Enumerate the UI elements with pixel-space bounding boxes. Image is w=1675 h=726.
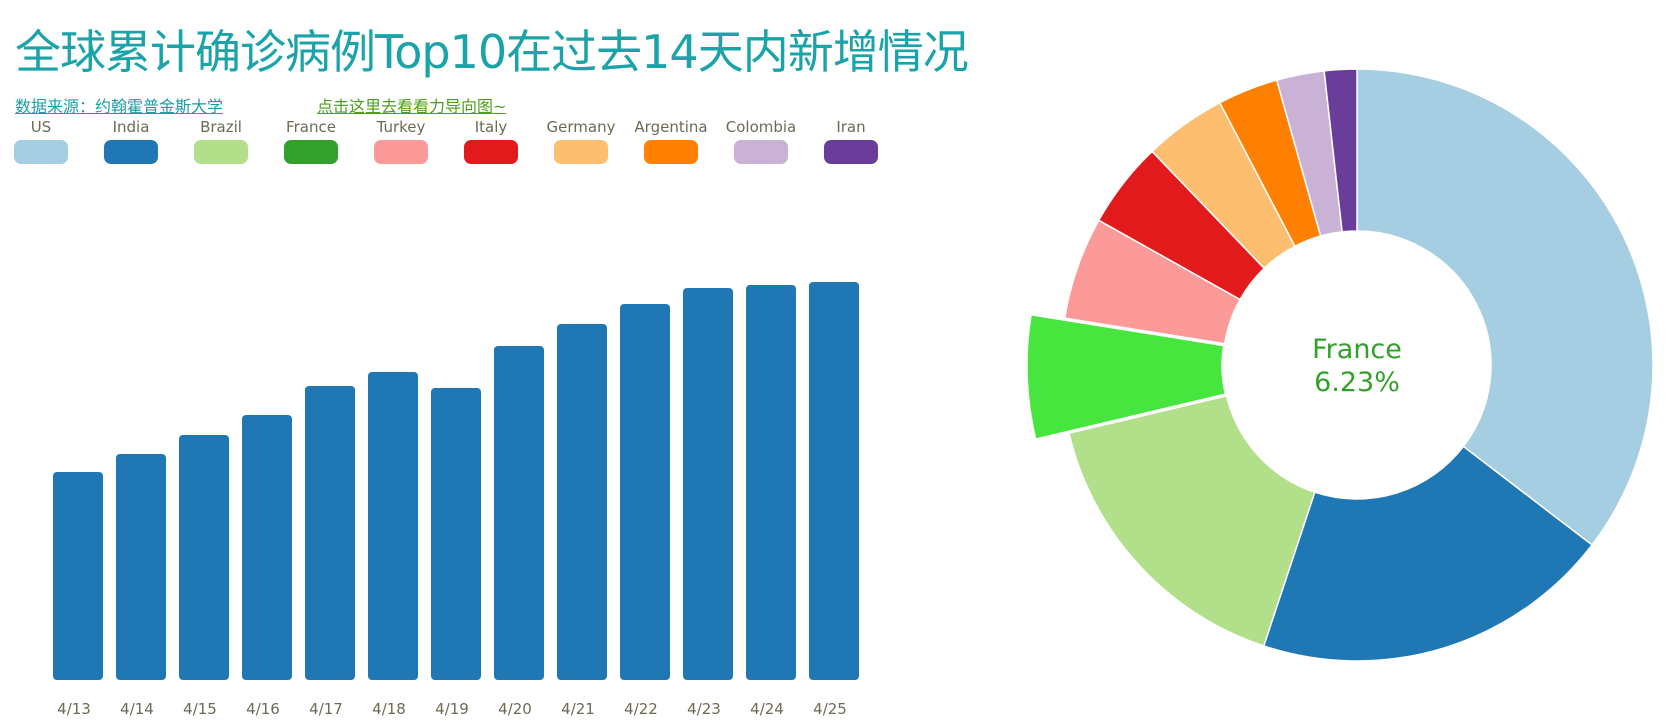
legend-swatch bbox=[464, 140, 518, 164]
x-tick-label: 4/23 bbox=[687, 700, 721, 718]
legend-item-germany[interactable]: Germany bbox=[543, 118, 619, 168]
legend-swatch bbox=[824, 140, 878, 164]
x-tick-label: 4/20 bbox=[498, 700, 532, 718]
legend-label: Italy bbox=[474, 118, 508, 136]
x-tick-label: 4/24 bbox=[750, 700, 784, 718]
x-tick-label: 4/19 bbox=[435, 700, 469, 718]
bar-4-15[interactable] bbox=[179, 435, 229, 680]
legend-swatch bbox=[734, 140, 788, 164]
x-tick-label: 4/16 bbox=[246, 700, 280, 718]
bar-4-16[interactable] bbox=[242, 415, 292, 680]
legend-swatch bbox=[284, 140, 338, 164]
bar-4-20[interactable] bbox=[494, 346, 544, 680]
legend-label: Turkey bbox=[376, 118, 426, 136]
legend-item-france[interactable]: France bbox=[273, 118, 349, 168]
x-tick-label: 4/15 bbox=[183, 700, 217, 718]
donut-center-percent: 6.23% bbox=[1314, 367, 1400, 398]
bar-4-19[interactable] bbox=[431, 388, 481, 680]
legend-swatch bbox=[14, 140, 68, 164]
legend-item-turkey[interactable]: Turkey bbox=[363, 118, 439, 168]
legend-label: Brazil bbox=[200, 118, 242, 136]
legend-item-india[interactable]: India bbox=[93, 118, 169, 168]
bar-4-18[interactable] bbox=[368, 372, 418, 680]
donut-slice-brazil[interactable] bbox=[1068, 394, 1316, 647]
legend-item-iran[interactable]: Iran bbox=[813, 118, 889, 168]
legend-label: US bbox=[30, 118, 52, 136]
bar-4-21[interactable] bbox=[557, 324, 607, 680]
legend-label: Argentina bbox=[634, 118, 708, 136]
legend-item-argentina[interactable]: Argentina bbox=[633, 118, 709, 168]
legend-item-colombia[interactable]: Colombia bbox=[723, 118, 799, 168]
x-tick-label: 4/18 bbox=[372, 700, 406, 718]
donut-slice-iran[interactable] bbox=[1323, 68, 1358, 233]
donut-slice-us[interactable] bbox=[1356, 68, 1654, 546]
legend-swatch bbox=[104, 140, 158, 164]
x-tick-label: 4/17 bbox=[309, 700, 343, 718]
bar-4-24[interactable] bbox=[746, 285, 796, 680]
legend-label: Colombia bbox=[725, 118, 797, 136]
bar-4-13[interactable] bbox=[53, 472, 103, 680]
bar-4-17[interactable] bbox=[305, 386, 355, 680]
page-title: 全球累计确诊病例Top10在过去14天内新增情况 bbox=[15, 25, 969, 79]
force-graph-link[interactable]: 点击这里去看看力导向图~ bbox=[317, 97, 507, 116]
donut-slice-france[interactable] bbox=[1026, 313, 1227, 440]
x-tick-label: 4/13 bbox=[57, 700, 91, 718]
bar-4-22[interactable] bbox=[620, 304, 670, 680]
x-tick-label: 4/21 bbox=[561, 700, 595, 718]
legend-label: India bbox=[112, 118, 150, 136]
legend-swatch bbox=[374, 140, 428, 164]
legend-label: Germany bbox=[546, 118, 616, 136]
bar-4-25[interactable] bbox=[809, 282, 859, 680]
bar-chart: 4/13 4/14 4/15 4/16 4/17 4/18 4/19 4/20 4/21 4/22… bbox=[53, 282, 859, 718]
data-source-link[interactable]: 数据来源：约翰霍普金斯大学 bbox=[15, 97, 224, 116]
legend-label: Iran bbox=[836, 118, 866, 136]
donut-center-label: France bbox=[1312, 334, 1402, 365]
legend-label: France bbox=[286, 118, 336, 136]
x-tick-label: 4/22 bbox=[624, 700, 658, 718]
bar-4-14[interactable] bbox=[116, 454, 166, 680]
legend-swatch bbox=[554, 140, 608, 164]
legend-item-italy[interactable]: Italy bbox=[453, 118, 529, 168]
bar-4-23[interactable] bbox=[683, 288, 733, 680]
legend-swatch bbox=[644, 140, 698, 164]
legend-item-brazil[interactable]: Brazil bbox=[183, 118, 259, 168]
donut-slice-india[interactable] bbox=[1262, 445, 1594, 662]
legend-item-us[interactable]: US bbox=[3, 118, 79, 168]
x-tick-label: 4/14 bbox=[120, 700, 154, 718]
legend-swatch bbox=[194, 140, 248, 164]
x-tick-label: 4/25 bbox=[813, 700, 847, 718]
